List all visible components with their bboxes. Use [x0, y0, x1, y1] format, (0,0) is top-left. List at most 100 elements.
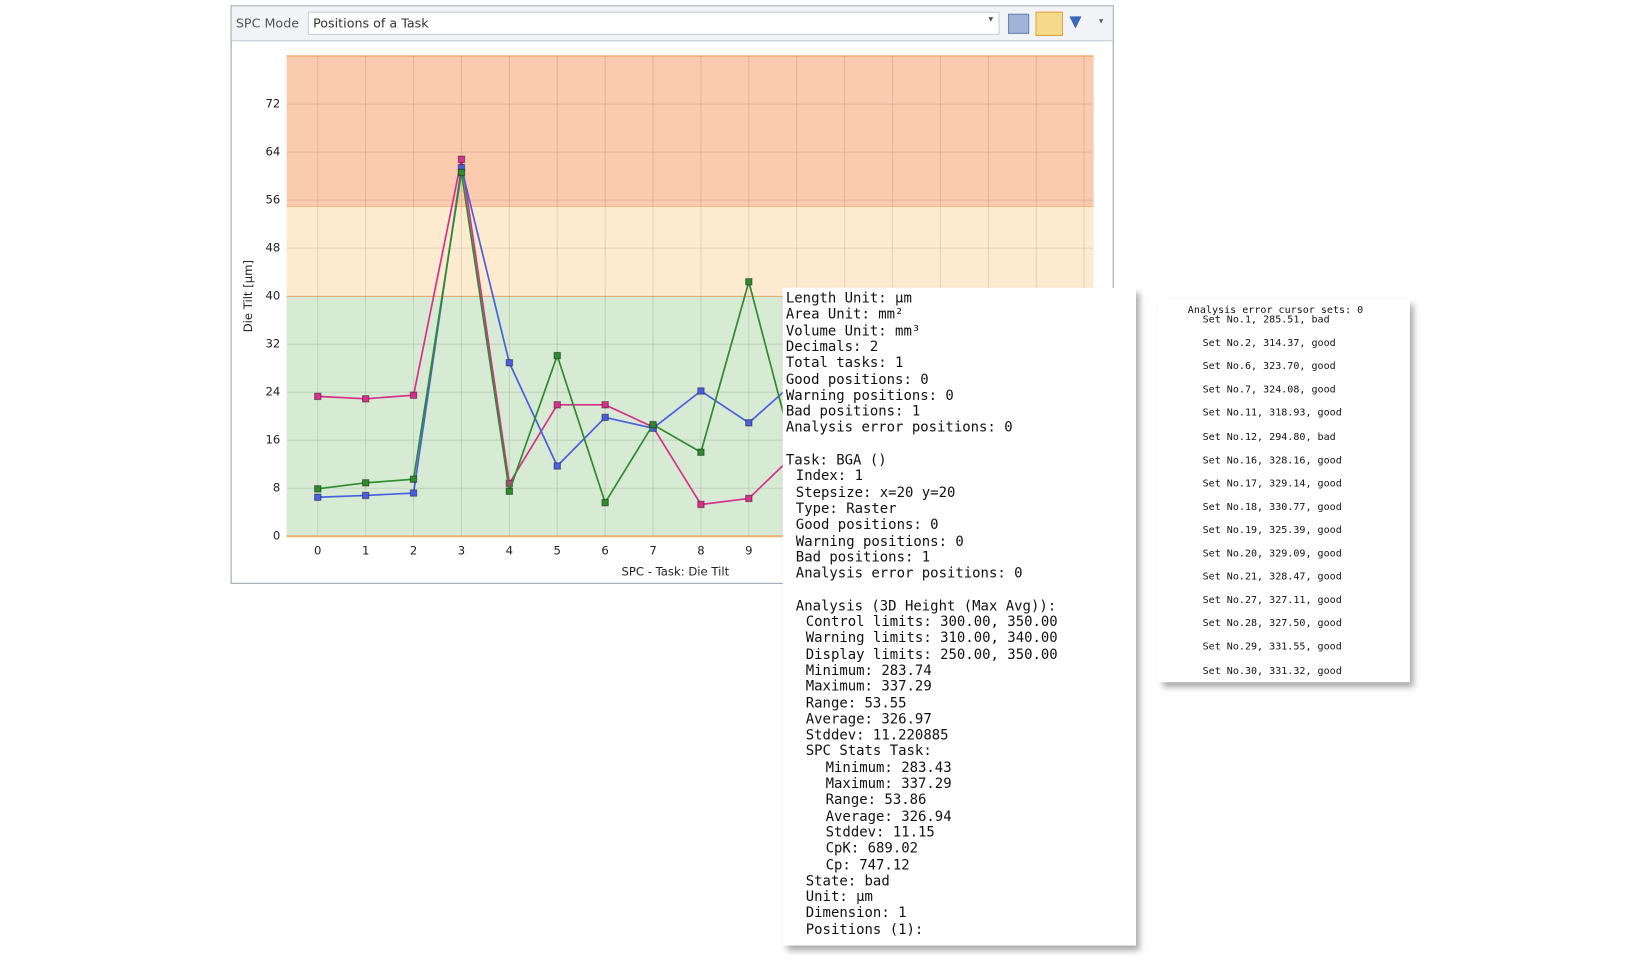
point	[601, 498, 609, 507]
point	[601, 413, 609, 422]
point	[409, 391, 418, 399]
sets-header: Analysis error cursor sets: 0	[1187, 304, 1364, 317]
point	[553, 462, 561, 470]
set-line: Set No.11, 318.93, good	[1202, 407, 1342, 420]
set-line: Set No.2, 314.37, good	[1202, 337, 1336, 350]
x-tick-label: 4	[506, 544, 513, 558]
info-line: Range: 53.55	[805, 695, 907, 712]
filter-arrow[interactable]: ▾	[1098, 15, 1104, 26]
info-line: Minimum: 283.74	[805, 663, 932, 679]
set-line: Set No.1, 285.51, bad	[1202, 314, 1330, 326]
info-line: Bad positions: 1	[795, 549, 931, 566]
point	[553, 401, 561, 409]
info-line: Range: 53.86	[825, 792, 927, 809]
info-line: Bad positions: 1	[785, 404, 921, 421]
mode-label: SPC Mode	[235, 15, 300, 31]
x-tick-label: 0	[314, 544, 321, 558]
info-line: Length Unit: µm	[785, 290, 912, 307]
point	[649, 420, 657, 429]
info-line: Warning positions: 0	[795, 533, 964, 550]
set-line: Set No.20, 329.09, good	[1202, 547, 1342, 560]
info-line: Decimals: 2	[785, 339, 879, 356]
point	[745, 419, 753, 427]
info-line: Warning positions: 0	[785, 387, 954, 404]
info-line: Type: Raster	[795, 501, 897, 518]
zone	[286, 206, 1094, 297]
y-tick-label: 40	[265, 289, 280, 303]
info-line: Area Unit: mm²	[785, 307, 904, 323]
point	[457, 155, 466, 164]
point	[697, 448, 705, 456]
info-line: Dimension: 1	[805, 905, 907, 922]
info-line: CpK: 689.02	[825, 841, 919, 857]
x-tick-label: 9	[745, 544, 752, 558]
info-line: Stddev: 11.15	[825, 824, 935, 841]
point	[601, 401, 609, 409]
point	[409, 489, 418, 497]
info-line: Stddev: 11.220885	[805, 727, 949, 744]
chart-button[interactable]	[1035, 11, 1063, 36]
point	[409, 475, 418, 483]
set-line: Set No.6, 323.70, good	[1202, 360, 1336, 373]
x-tick-label: 5	[554, 544, 561, 558]
info-line: Control limits: 300.00, 350.00	[805, 614, 1058, 631]
info-line: Average: 326.94	[825, 808, 952, 825]
set-line: Set No.28, 327.50, good	[1202, 618, 1342, 630]
set-line: Set No.12, 294.80, bad	[1202, 431, 1336, 443]
toolbar: SPC Mode Positions of a Task ▾ ▼ ▾	[231, 6, 1113, 42]
info-line: State: bad	[805, 873, 890, 890]
y-tick-label: 24	[265, 385, 280, 399]
table-button[interactable]	[1007, 13, 1030, 34]
point	[314, 493, 322, 501]
info-line: Display limits: 250.00, 350.00	[805, 646, 1058, 663]
y-tick-label: 56	[265, 193, 280, 207]
info-line: Average: 326.97	[805, 711, 932, 728]
info-line: Warning limits: 310.00, 340.00	[805, 630, 1058, 647]
y-tick-label: 0	[273, 529, 280, 543]
info-line: SPC Stats Task:	[805, 743, 932, 760]
info-line: Stepsize: x=20 y=20	[795, 485, 956, 501]
info-line: Analysis (3D Height (Max Avg)):	[795, 598, 1057, 615]
info-panel: Length Unit: µm Area Unit: mm² Volume Unit…	[782, 287, 1136, 946]
info-line: Unit: µm	[805, 889, 873, 906]
point	[457, 168, 466, 177]
point	[697, 387, 705, 395]
info-line: Good positions: 0	[795, 517, 939, 534]
point	[553, 351, 561, 360]
set-line: Set No.16, 328.16, good	[1202, 454, 1342, 467]
set-line: Set No.17, 329.14, good	[1202, 477, 1342, 490]
set-line: Set No.30, 331.32, good	[1202, 664, 1342, 677]
point	[361, 491, 370, 500]
x-tick-label: 1	[362, 544, 369, 558]
x-axis-title: SPC - Task: Die Tilt	[622, 565, 730, 579]
y-tick-label: 72	[265, 97, 280, 111]
point	[314, 485, 322, 493]
filter-button[interactable]: ▼	[1069, 11, 1082, 31]
set-line: Set No.27, 327.11, good	[1202, 594, 1342, 607]
set-line: Set No.18, 330.77, good	[1202, 501, 1342, 513]
y-tick-label: 16	[265, 433, 280, 447]
x-tick-label: 2	[410, 544, 417, 558]
info-line: Volume Unit: mm³	[785, 323, 921, 340]
set-line: Set No.7, 324.08, good	[1202, 384, 1336, 396]
info-line: Maximum: 337.29	[825, 776, 952, 793]
sets-panel: Analysis error cursor sets: 0 Set No.1, …	[1158, 299, 1410, 683]
x-tick-label: 6	[601, 544, 608, 558]
info-line: Total tasks: 1	[785, 355, 904, 372]
info-line: Task: BGA ()	[785, 452, 887, 469]
info-line: Analysis error positions: 0	[795, 565, 1023, 582]
y-tick-label: 32	[265, 337, 280, 351]
point	[361, 395, 370, 403]
info-line: Cp: 747.12	[825, 857, 910, 874]
set-line: Set No.29, 331.55, good	[1202, 641, 1342, 654]
info-line: Positions (1):	[805, 921, 924, 938]
y-tick-label: 64	[265, 145, 280, 159]
point	[745, 278, 753, 286]
point	[505, 359, 514, 367]
mode-value: Positions of a Task	[313, 15, 429, 31]
mode-dropdown[interactable]: Positions of a Task ▾	[307, 11, 1000, 35]
info-line: Index: 1	[795, 468, 864, 485]
point	[314, 392, 322, 401]
